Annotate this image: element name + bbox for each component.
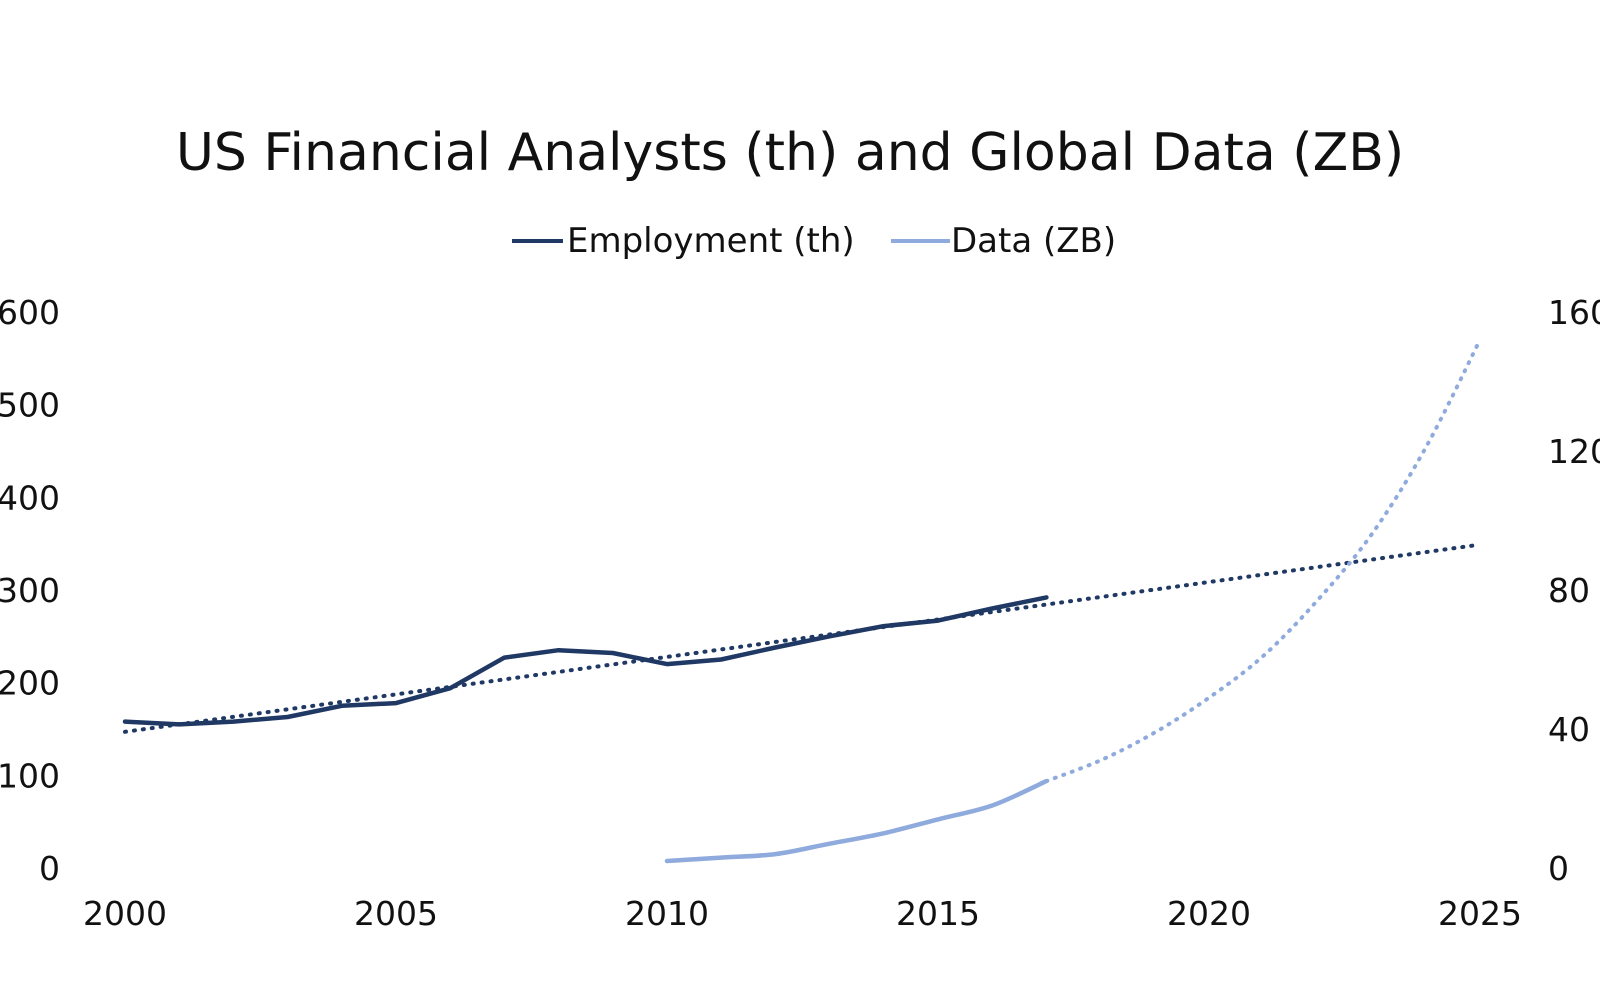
y-right-tick-label: 80 (1548, 571, 1590, 610)
legend: Employment (th) Data (ZB) (512, 221, 1116, 261)
y-left-tick-label: 600 (0, 293, 60, 332)
y-left-tick-label: 0 (39, 849, 60, 888)
x-tick-label: 2010 (625, 894, 709, 933)
x-tick-label: 2005 (354, 894, 438, 933)
trendline-data (1044, 337, 1482, 784)
x-tick-label: 2015 (896, 894, 980, 933)
series-lines (122, 595, 1049, 864)
x-tick-label: 2000 (83, 894, 167, 933)
y-right-tick-label: 40 (1548, 710, 1590, 749)
x-tick-label: 2020 (1167, 894, 1251, 933)
trendline-employment (123, 542, 1482, 734)
series-line-data (664, 778, 1049, 864)
trendlines (123, 337, 1482, 784)
y-left-tick-label: 500 (0, 386, 60, 425)
y-right-axis-tick-labels: 0 40 80 120 160 (1548, 293, 1600, 888)
series-line-employment (122, 595, 1049, 727)
x-tick-label: 2025 (1438, 894, 1522, 933)
y-right-tick-label: 0 (1548, 849, 1569, 888)
y-left-axis-tick-labels: 0 100 200 300 400 500 600 (0, 293, 60, 888)
y-left-tick-label: 300 (0, 571, 60, 610)
y-left-tick-label: 100 (0, 756, 60, 795)
y-left-tick-label: 200 (0, 664, 60, 703)
x-axis-tick-labels: 2000 2005 2010 2015 2020 2025 (83, 894, 1522, 933)
chart-title: US Financial Analysts (th) and Global Da… (176, 123, 1404, 183)
y-left-tick-label: 400 (0, 478, 60, 517)
y-right-tick-label: 120 (1548, 432, 1600, 471)
y-right-tick-label: 160 (1548, 293, 1600, 332)
legend-label-data: Data (ZB) (951, 221, 1116, 261)
legend-label-employment: Employment (th) (567, 221, 855, 261)
